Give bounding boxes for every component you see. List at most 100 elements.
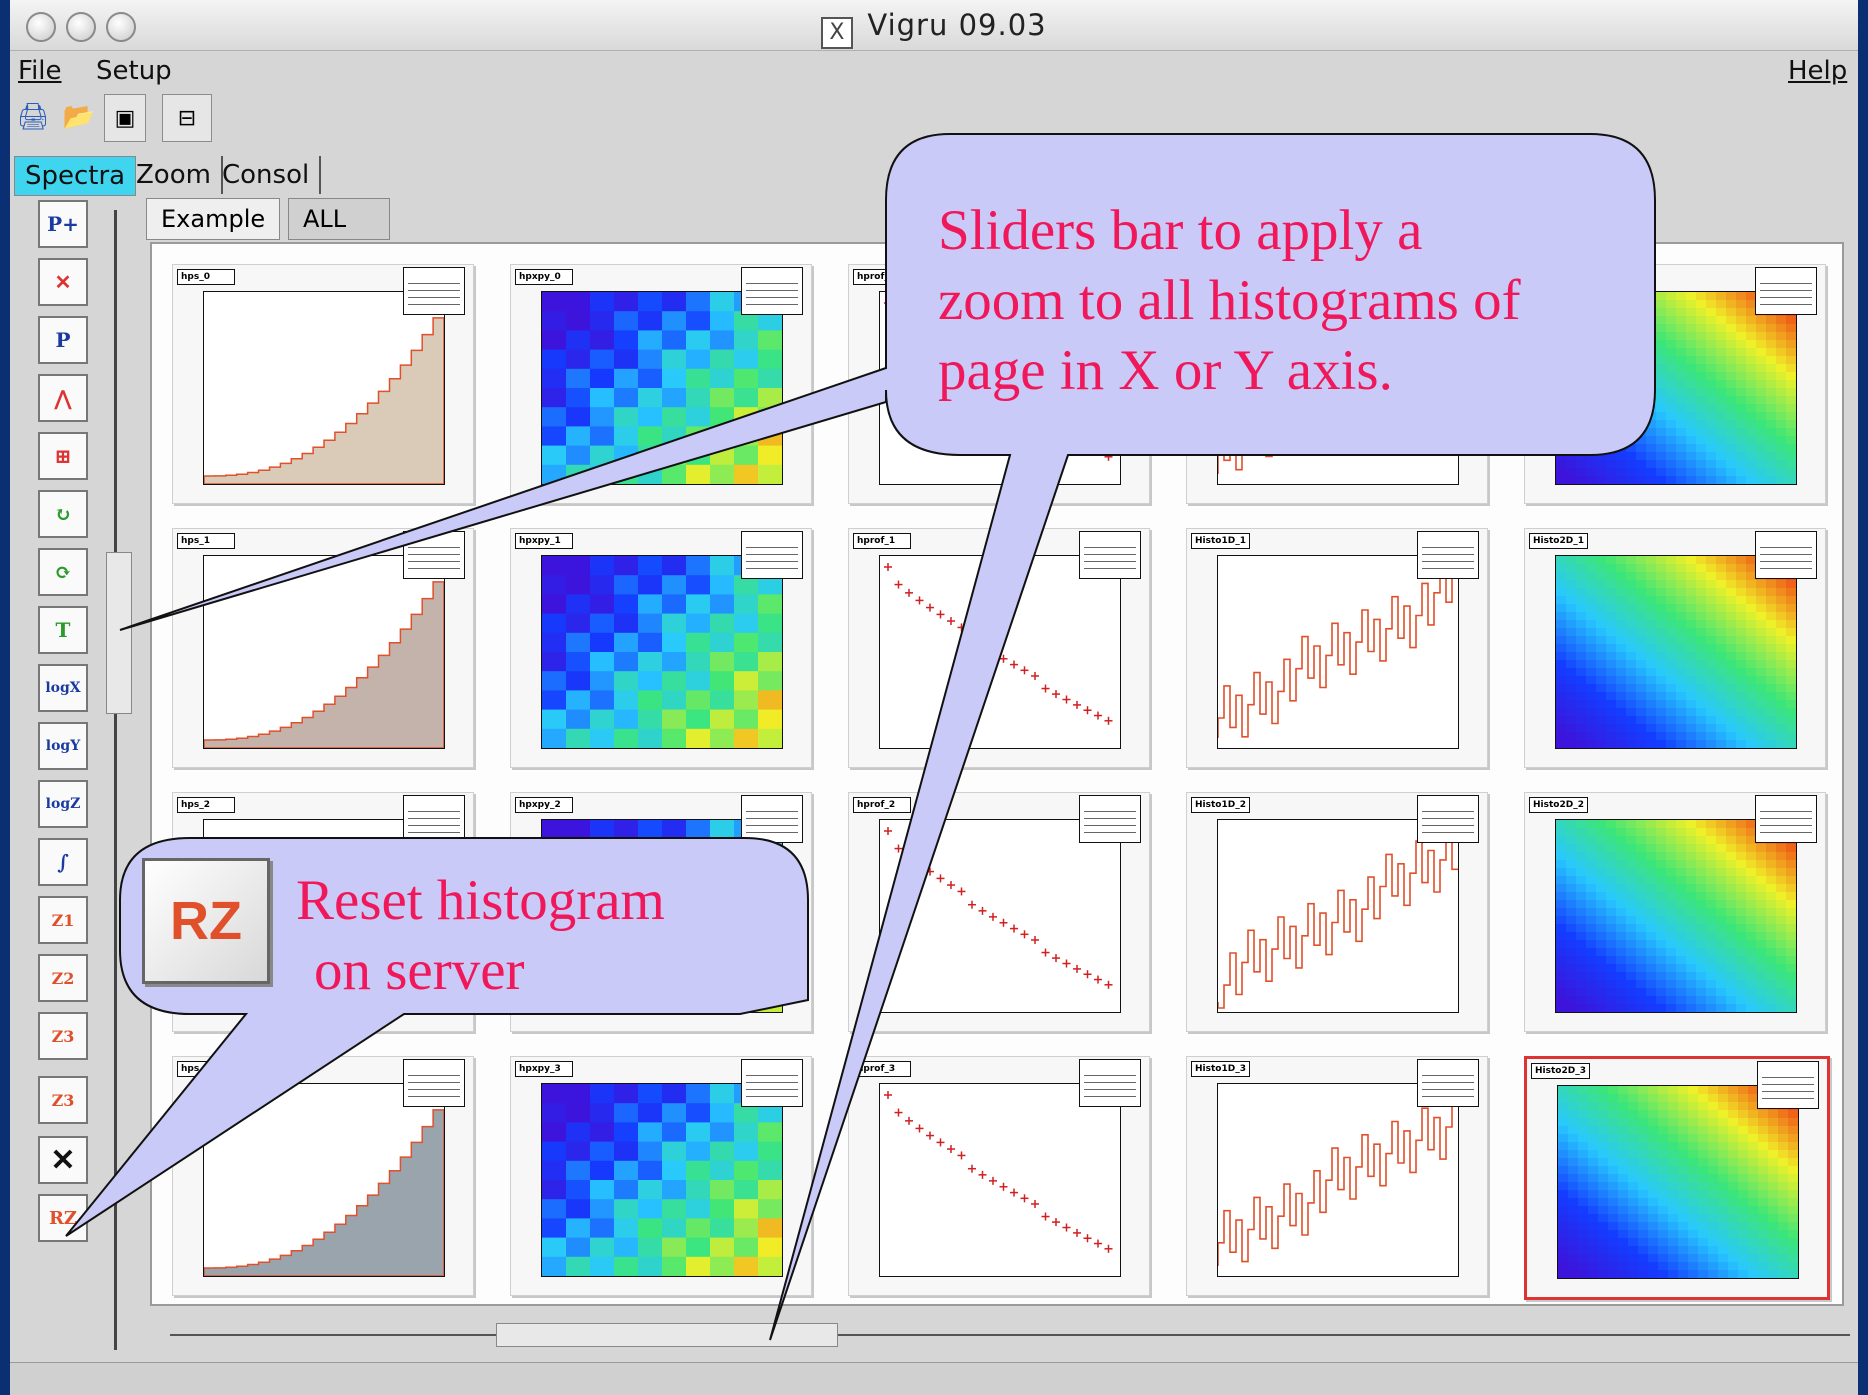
log-x-button[interactable]: logX (38, 664, 88, 712)
histogram-plot (1555, 819, 1797, 1013)
log-z-button[interactable]: logZ (38, 780, 88, 828)
histogram-pad[interactable]: Histo2D_0 (1524, 264, 1826, 504)
histogram-plot (203, 1083, 445, 1277)
histogram-title: Histo2D_1 (1529, 533, 1588, 549)
divide-button[interactable]: ⊞ (38, 432, 88, 480)
fit-button[interactable]: ⋀ (38, 374, 88, 422)
histogram-title: Histo1D_3 (1191, 1061, 1250, 1077)
stats-box (1079, 1059, 1141, 1107)
print-button[interactable]: 🖨 (14, 94, 52, 140)
tree-icon: ⊟ (177, 105, 197, 131)
maximize-window-button[interactable] (106, 12, 136, 42)
menu-file[interactable]: File (18, 56, 62, 86)
tree-view-button[interactable]: ⊟ (162, 94, 212, 142)
unzoom-icon: ✕ (50, 1142, 76, 1178)
histogram-pad[interactable]: Histo2D_1 (1524, 528, 1826, 768)
histogram-pad[interactable]: Histo1D_3 (1186, 1056, 1488, 1296)
integral-button[interactable]: ∫ (38, 838, 88, 886)
menu-setup[interactable]: Setup (96, 56, 172, 86)
menu-help-label: Help (1788, 56, 1848, 86)
histogram-pad[interactable]: hpxpy_1 (510, 528, 812, 768)
histogram-pad[interactable]: hps_1 (172, 528, 474, 768)
vertical-slider-track (114, 210, 117, 1350)
horizontal-zoom-slider[interactable] (496, 1323, 838, 1347)
log-y-button[interactable]: logY (38, 722, 88, 770)
menu-help[interactable]: Help (1788, 56, 1847, 86)
histogram-plot (879, 819, 1121, 1013)
tab-consol[interactable]: Consol (212, 156, 322, 194)
histogram-pad[interactable]: hpxpy_3 (510, 1056, 812, 1296)
histogram-plot (1217, 819, 1459, 1013)
histogram-title: hprof_2 (853, 797, 911, 813)
x-logo-icon: X (821, 17, 854, 49)
reset-histogram-button[interactable]: RZ (38, 1194, 88, 1242)
reset-callout-line-1: Reset histogram (296, 869, 665, 932)
stats-box (403, 1059, 465, 1107)
stats-box (741, 267, 803, 315)
sliders-callout-line-2: zoom to all histograms of (938, 269, 1521, 332)
stats-box (403, 795, 465, 843)
stats-box (741, 795, 803, 843)
minimize-window-button[interactable] (66, 12, 96, 42)
zoom-1-button[interactable]: Z1 (38, 896, 88, 944)
histogram-pad[interactable]: Histo2D_3 (1524, 1056, 1830, 1300)
histogram-pad[interactable]: hps_0 (172, 264, 474, 504)
histogram-title: hps_1 (177, 533, 235, 549)
page-properties-button[interactable]: P (38, 316, 88, 364)
refresh-button[interactable]: ↻ (38, 490, 88, 538)
reset-callout-line-2: on server (314, 939, 525, 1002)
stats-box (1079, 531, 1141, 579)
window-title: X Vigru 09.03 (10, 8, 1858, 49)
stats-box (403, 267, 465, 315)
histogram-pad[interactable]: hpxpy_0 (510, 264, 812, 504)
stats-box (741, 531, 803, 579)
timer-refresh-button[interactable]: T (38, 606, 88, 654)
save-button[interactable]: ▣ (104, 94, 146, 142)
tab-all[interactable]: ALL (288, 198, 390, 240)
stats-box (1755, 267, 1817, 315)
add-page-button[interactable]: P+ (38, 200, 88, 248)
histogram-title: hpxpy_2 (515, 797, 573, 813)
histogram-plot (203, 555, 445, 749)
histogram-pad[interactable]: hprof_3 (848, 1056, 1150, 1296)
histogram-pad[interactable]: hprof_2 (848, 792, 1150, 1032)
histogram-title: hps_2 (177, 797, 235, 813)
sliders-callout-line-3: page in X or Y axis. (938, 339, 1393, 402)
open-folder-icon: 📂 (62, 102, 96, 132)
zoom-3-button[interactable]: Z3 (38, 1012, 88, 1060)
vertical-zoom-slider[interactable] (106, 552, 132, 714)
stats-box (1417, 531, 1479, 579)
integral-icon: ∫ (57, 850, 69, 874)
close-window-button[interactable] (26, 12, 56, 42)
tab-example[interactable]: Example (146, 198, 281, 240)
histogram-pad[interactable]: Histo2D_2 (1524, 792, 1826, 1032)
app-window: X Vigru 09.03 File Setup Help 🖨 📂 ▣ ⊟ Spe… (10, 0, 1858, 1395)
histogram-pad[interactable]: hprof_1 (848, 528, 1150, 768)
histogram-plot (1555, 555, 1797, 749)
menu-file-label: File (18, 56, 62, 86)
unzoom-button[interactable]: ✕ (38, 1136, 88, 1184)
zoom-2-icon: Z2 (51, 968, 75, 988)
histogram-plot (1217, 555, 1459, 749)
reset-callout-text: Reset histogram on server (296, 866, 665, 1006)
timer-icon: T (55, 618, 71, 642)
stats-box (1755, 531, 1817, 579)
menu-bar: File Setup Help (10, 52, 1858, 92)
tab-spectra[interactable]: Spectra (14, 156, 137, 196)
histogram-pad[interactable]: hps_3 (172, 1056, 474, 1296)
histogram-pad[interactable]: Histo1D_2 (1186, 792, 1488, 1032)
delete-page-button[interactable]: ✕ (38, 258, 88, 306)
histogram-title: Histo1D_2 (1191, 797, 1250, 813)
delete-page-icon: ✕ (54, 270, 72, 294)
histogram-plot (879, 1083, 1121, 1277)
open-button[interactable]: 📂 (60, 94, 98, 140)
auto-refresh-button[interactable]: ⟳ (38, 548, 88, 596)
zoom-3b-button[interactable]: Z3 (38, 1076, 88, 1124)
tab-zoom[interactable]: Zoom (126, 156, 223, 194)
zoom-2-button[interactable]: Z2 (38, 954, 88, 1002)
histogram-plot (1555, 291, 1797, 485)
histogram-title: Histo2D_3 (1531, 1063, 1590, 1079)
print-icon: 🖨 (16, 102, 50, 132)
histogram-pad[interactable]: Histo1D_1 (1186, 528, 1488, 768)
log-y-icon: logY (45, 738, 81, 754)
